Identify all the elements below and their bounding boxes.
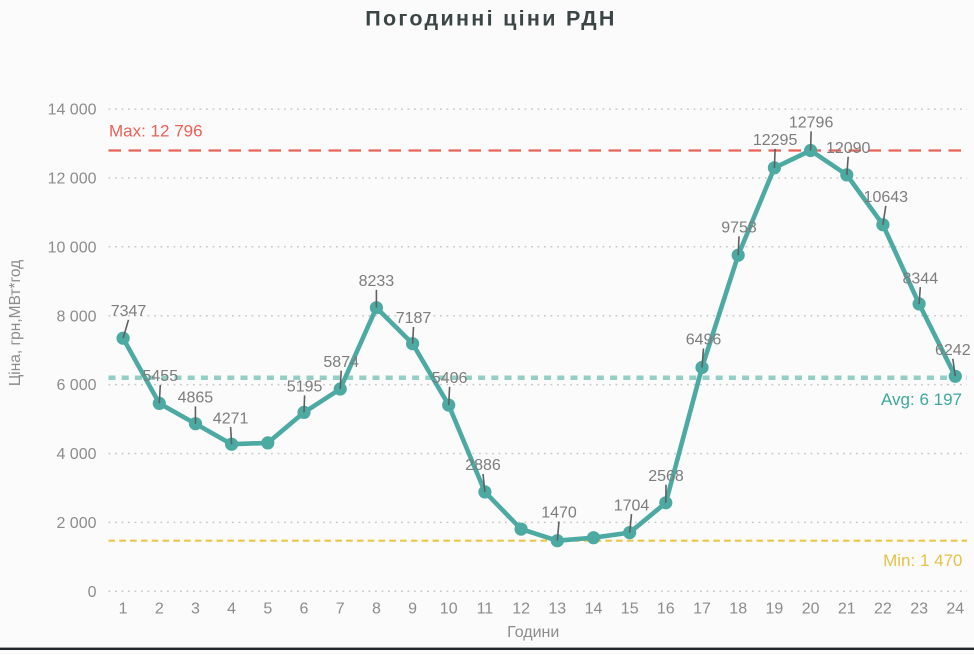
svg-text:5455: 5455 xyxy=(143,368,179,385)
svg-text:12796: 12796 xyxy=(789,115,834,132)
svg-text:12 000: 12 000 xyxy=(48,171,97,188)
svg-text:4: 4 xyxy=(227,601,236,618)
svg-text:14: 14 xyxy=(585,601,603,618)
svg-text:9: 9 xyxy=(408,601,417,618)
svg-text:6 000: 6 000 xyxy=(56,377,96,394)
svg-text:22: 22 xyxy=(874,601,892,618)
svg-text:4271: 4271 xyxy=(213,410,249,427)
svg-text:1: 1 xyxy=(119,601,128,618)
svg-text:3: 3 xyxy=(191,601,200,618)
svg-text:Ціна, грн,МВт*год: Ціна, грн,МВт*год xyxy=(7,260,24,386)
svg-text:7347: 7347 xyxy=(111,303,147,320)
svg-text:12295: 12295 xyxy=(753,132,798,149)
svg-text:23: 23 xyxy=(910,601,928,618)
svg-text:21: 21 xyxy=(838,601,856,618)
svg-text:8233: 8233 xyxy=(359,273,395,290)
svg-text:1470: 1470 xyxy=(541,505,577,522)
svg-text:8: 8 xyxy=(372,601,381,618)
svg-text:0: 0 xyxy=(88,584,97,601)
svg-text:15: 15 xyxy=(621,601,639,618)
svg-text:8 000: 8 000 xyxy=(56,308,96,325)
svg-text:2568: 2568 xyxy=(648,468,684,485)
svg-text:4 000: 4 000 xyxy=(56,446,96,463)
svg-text:7: 7 xyxy=(336,601,345,618)
svg-text:5: 5 xyxy=(263,601,272,618)
svg-text:2: 2 xyxy=(155,601,164,618)
svg-text:14 000: 14 000 xyxy=(48,102,97,119)
svg-text:6: 6 xyxy=(300,601,309,618)
svg-text:10643: 10643 xyxy=(864,189,909,206)
svg-text:16: 16 xyxy=(657,601,675,618)
svg-text:4865: 4865 xyxy=(178,390,214,407)
svg-text:19: 19 xyxy=(766,601,784,618)
svg-text:11: 11 xyxy=(477,601,494,618)
svg-text:Години: Години xyxy=(507,624,559,641)
svg-text:10: 10 xyxy=(440,601,458,618)
svg-text:5195: 5195 xyxy=(287,379,323,396)
svg-text:Avg: 6 197: Avg: 6 197 xyxy=(881,390,962,409)
svg-text:12090: 12090 xyxy=(826,140,871,157)
svg-text:6242: 6242 xyxy=(935,342,971,359)
svg-text:Погодинні ціни РДН: Погодинні ціни РДН xyxy=(365,7,617,31)
svg-text:20: 20 xyxy=(802,601,820,618)
svg-text:1704: 1704 xyxy=(614,497,650,514)
svg-text:Max: 12 796: Max: 12 796 xyxy=(109,122,203,141)
svg-text:9758: 9758 xyxy=(721,220,757,237)
svg-text:18: 18 xyxy=(729,601,747,618)
svg-text:7187: 7187 xyxy=(396,310,432,327)
svg-text:17: 17 xyxy=(693,601,711,618)
svg-text:5874: 5874 xyxy=(323,354,359,371)
svg-text:2886: 2886 xyxy=(465,457,501,474)
svg-text:6496: 6496 xyxy=(686,332,722,349)
svg-text:12: 12 xyxy=(512,601,530,618)
svg-text:13: 13 xyxy=(548,601,566,618)
svg-text:Min: 1 470: Min: 1 470 xyxy=(883,551,962,570)
svg-text:2 000: 2 000 xyxy=(56,515,96,532)
svg-text:8344: 8344 xyxy=(903,270,939,287)
svg-text:5406: 5406 xyxy=(432,370,468,387)
svg-text:24: 24 xyxy=(946,601,964,618)
svg-text:10 000: 10 000 xyxy=(48,239,97,256)
